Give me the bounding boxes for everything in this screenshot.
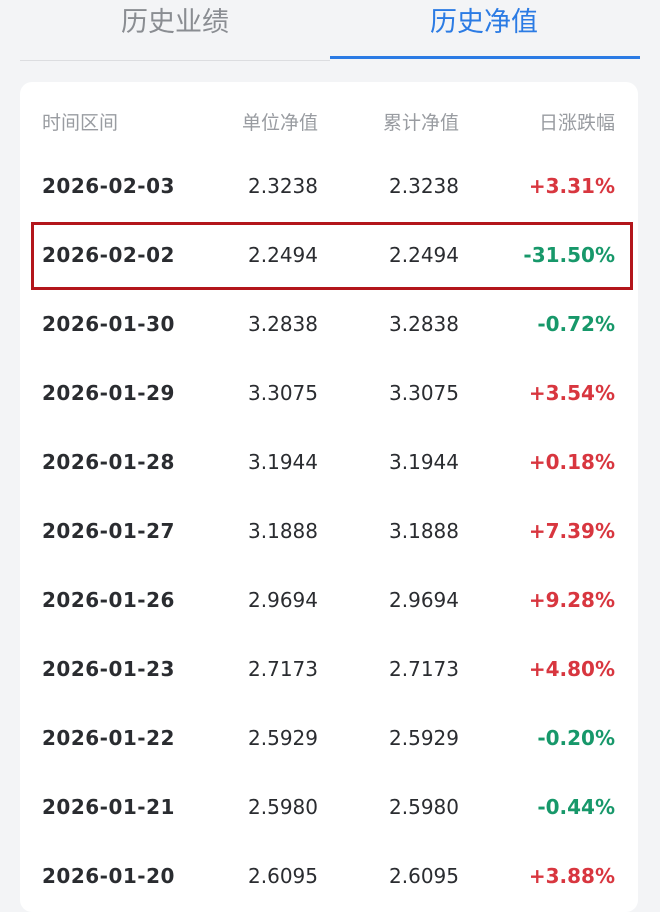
date-cell: 2026-01-21 — [42, 795, 175, 819]
column-header: 单位净值 — [241, 112, 318, 134]
unit-nav-cell: 2.6095 — [248, 864, 318, 888]
change-cell: +3.88% — [528, 864, 615, 888]
tab[interactable]: 历史业绩 — [121, 7, 229, 38]
change-cell: +3.54% — [528, 381, 615, 405]
date-cell: 2026-02-03 — [42, 174, 175, 198]
cumulative-nav-cell: 3.3075 — [389, 381, 459, 405]
table-card — [20, 82, 638, 912]
date-cell: 2026-01-29 — [42, 381, 175, 405]
date-cell: 2026-01-28 — [42, 450, 175, 474]
tab-active[interactable]: 历史净值 — [430, 7, 538, 38]
change-cell: +7.39% — [528, 519, 615, 543]
date-cell: 2026-02-02 — [42, 243, 175, 267]
column-header: 时间区间 — [42, 112, 119, 134]
unit-nav-cell: 3.1888 — [248, 519, 318, 543]
change-cell: +4.80% — [528, 657, 615, 681]
highlight-box — [31, 222, 633, 290]
unit-nav-cell: 3.1944 — [248, 450, 318, 474]
tab-indicator — [330, 56, 640, 59]
cumulative-nav-cell: 2.3238 — [389, 174, 459, 198]
unit-nav-cell: 2.7173 — [248, 657, 318, 681]
change-cell: +9.28% — [528, 588, 615, 612]
column-header: 日涨跌幅 — [538, 112, 615, 134]
change-cell: +3.31% — [528, 174, 615, 198]
date-cell: 2026-01-27 — [42, 519, 175, 543]
change-cell: -31.50% — [523, 243, 615, 267]
change-cell: -0.44% — [537, 795, 615, 819]
unit-nav-cell: 2.3238 — [248, 174, 318, 198]
date-cell: 2026-01-22 — [42, 726, 175, 750]
unit-nav-cell: 2.2494 — [248, 243, 318, 267]
cumulative-nav-cell: 2.5929 — [389, 726, 459, 750]
change-cell: +0.18% — [528, 450, 615, 474]
date-cell: 2026-01-30 — [42, 312, 175, 336]
change-cell: -0.72% — [537, 312, 615, 336]
unit-nav-cell: 3.2838 — [248, 312, 318, 336]
unit-nav-cell: 2.5929 — [248, 726, 318, 750]
cumulative-nav-cell: 2.6095 — [389, 864, 459, 888]
cumulative-nav-cell: 2.9694 — [389, 588, 459, 612]
unit-nav-cell: 2.5980 — [248, 795, 318, 819]
cumulative-nav-cell: 2.2494 — [389, 243, 459, 267]
date-cell: 2026-01-26 — [42, 588, 175, 612]
cumulative-nav-cell: 2.5980 — [389, 795, 459, 819]
tab-divider — [20, 60, 330, 61]
date-cell: 2026-01-20 — [42, 864, 175, 888]
change-cell: -0.20% — [537, 726, 615, 750]
column-header: 累计净值 — [382, 112, 459, 134]
cumulative-nav-cell: 3.2838 — [389, 312, 459, 336]
cumulative-nav-cell: 3.1944 — [389, 450, 459, 474]
unit-nav-cell: 3.3075 — [248, 381, 318, 405]
unit-nav-cell: 2.9694 — [248, 588, 318, 612]
date-cell: 2026-01-23 — [42, 657, 175, 681]
cumulative-nav-cell: 3.1888 — [389, 519, 459, 543]
cumulative-nav-cell: 2.7173 — [389, 657, 459, 681]
